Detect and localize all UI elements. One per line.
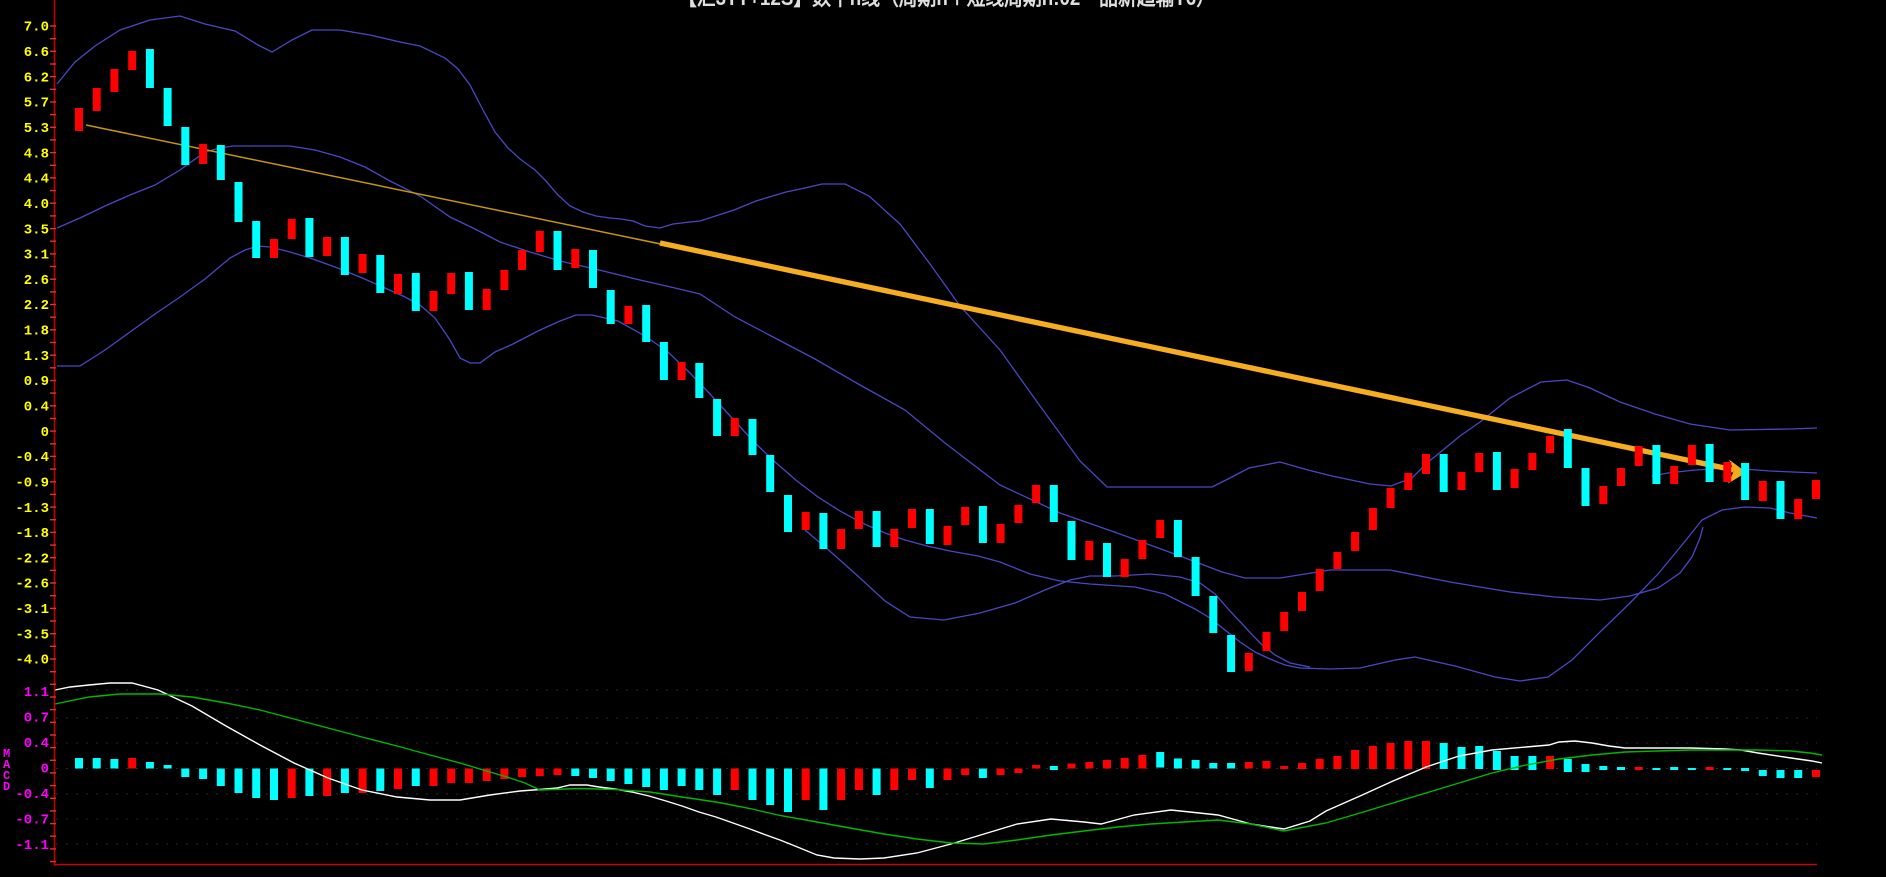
svg-text:-2.6: -2.6 xyxy=(15,577,49,593)
svg-text:3.1: 3.1 xyxy=(24,248,49,264)
svg-text:0: 0 xyxy=(41,425,49,441)
svg-text:4.0: 4.0 xyxy=(24,197,49,213)
svg-text:3.5: 3.5 xyxy=(24,222,49,238)
svg-text:0.9: 0.9 xyxy=(24,374,49,390)
svg-text:1.1: 1.1 xyxy=(24,685,49,701)
svg-text:7.0: 7.0 xyxy=(24,20,49,36)
svg-text:-0.7: -0.7 xyxy=(15,813,49,829)
svg-text:-2.2: -2.2 xyxy=(15,551,49,567)
svg-text:-1.3: -1.3 xyxy=(15,501,49,517)
svg-text:-1.8: -1.8 xyxy=(15,526,49,542)
svg-text:0.7: 0.7 xyxy=(24,711,49,727)
svg-text:-0.4: -0.4 xyxy=(15,787,49,803)
svg-text:2.6: 2.6 xyxy=(24,273,49,289)
svg-text:-1.1: -1.1 xyxy=(15,838,49,854)
svg-text:-3.1: -3.1 xyxy=(15,602,49,618)
svg-text:-3.5: -3.5 xyxy=(15,627,49,643)
svg-text:-0.4: -0.4 xyxy=(15,450,49,466)
svg-text:4.8: 4.8 xyxy=(24,146,49,162)
svg-text:1.3: 1.3 xyxy=(24,349,49,365)
svg-text:6.2: 6.2 xyxy=(24,70,49,86)
svg-text:C: C xyxy=(3,769,10,783)
svg-text:D: D xyxy=(3,780,10,794)
svg-text:0.4: 0.4 xyxy=(24,736,49,752)
svg-text:0: 0 xyxy=(41,762,49,778)
svg-text:5.3: 5.3 xyxy=(24,121,49,137)
svg-text:-4.0: -4.0 xyxy=(15,653,49,669)
svg-text:2.2: 2.2 xyxy=(24,298,49,314)
svg-text:6.6: 6.6 xyxy=(24,45,49,61)
svg-text:5.7: 5.7 xyxy=(24,96,49,112)
svg-text:A: A xyxy=(3,758,11,772)
svg-text:-0.9: -0.9 xyxy=(15,476,49,492)
svg-text:0.4: 0.4 xyxy=(24,400,49,416)
svg-text:M: M xyxy=(3,747,10,761)
svg-text:【汇3TT+12S】数平n线（周期n＋短线周期n:02 品新: 【汇3TT+12S】数平n线（周期n＋短线周期n:02 品新趋输T6） xyxy=(678,0,1215,10)
svg-text:4.4: 4.4 xyxy=(24,172,49,188)
svg-text:1.8: 1.8 xyxy=(24,324,49,340)
